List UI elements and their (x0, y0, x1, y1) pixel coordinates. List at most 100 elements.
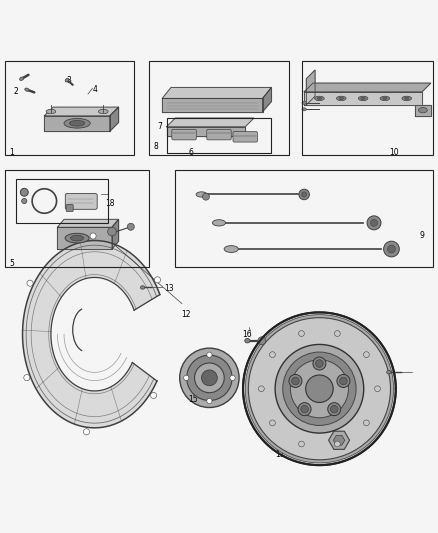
Ellipse shape (383, 98, 387, 100)
Text: 8: 8 (153, 142, 158, 151)
Ellipse shape (141, 286, 145, 289)
Circle shape (275, 344, 364, 433)
Circle shape (388, 245, 396, 253)
Ellipse shape (46, 109, 56, 114)
Bar (5, 61, 134, 155)
Polygon shape (44, 116, 110, 131)
Circle shape (207, 398, 212, 403)
Ellipse shape (302, 108, 306, 111)
Ellipse shape (64, 118, 90, 128)
Circle shape (269, 352, 276, 358)
Circle shape (194, 363, 224, 393)
Polygon shape (112, 220, 119, 249)
Text: 2: 2 (14, 87, 18, 96)
Text: 5: 5 (9, 259, 14, 268)
Text: 7: 7 (158, 122, 162, 131)
Polygon shape (416, 105, 431, 116)
Polygon shape (110, 107, 119, 131)
Text: 11: 11 (276, 450, 285, 459)
Circle shape (269, 420, 276, 426)
Ellipse shape (387, 370, 391, 374)
Text: 14: 14 (376, 369, 385, 378)
Ellipse shape (419, 108, 427, 113)
Ellipse shape (99, 109, 108, 114)
Circle shape (230, 375, 235, 381)
Circle shape (184, 375, 189, 381)
Circle shape (202, 193, 209, 200)
Ellipse shape (196, 192, 207, 197)
Text: 1: 1 (9, 149, 14, 157)
Ellipse shape (405, 98, 409, 100)
Circle shape (290, 360, 349, 418)
FancyBboxPatch shape (207, 130, 231, 140)
Ellipse shape (358, 96, 368, 101)
Circle shape (316, 360, 323, 367)
Circle shape (90, 233, 96, 239)
Ellipse shape (402, 96, 412, 101)
Bar (16, 179, 108, 223)
Bar (175, 171, 433, 266)
Bar (302, 61, 433, 155)
Text: 9: 9 (420, 231, 424, 240)
Circle shape (108, 227, 117, 236)
Circle shape (292, 377, 299, 385)
Polygon shape (162, 87, 272, 99)
Circle shape (330, 405, 338, 413)
Circle shape (27, 280, 33, 286)
Bar (5, 171, 149, 266)
Circle shape (313, 357, 326, 370)
Circle shape (364, 420, 369, 426)
Circle shape (289, 375, 302, 387)
Text: 12: 12 (181, 310, 191, 319)
Polygon shape (304, 92, 422, 105)
Circle shape (187, 355, 232, 400)
Text: 13: 13 (164, 284, 173, 293)
FancyBboxPatch shape (172, 130, 196, 140)
Ellipse shape (25, 88, 29, 91)
Circle shape (371, 220, 378, 227)
Ellipse shape (317, 98, 321, 100)
Ellipse shape (302, 101, 306, 104)
Circle shape (283, 352, 356, 425)
Ellipse shape (336, 96, 346, 101)
Circle shape (258, 337, 266, 345)
Polygon shape (44, 107, 119, 116)
Ellipse shape (71, 235, 84, 241)
Text: 3: 3 (66, 76, 71, 85)
Polygon shape (22, 240, 160, 428)
Circle shape (301, 192, 307, 197)
Text: 10: 10 (389, 149, 399, 157)
Circle shape (384, 241, 399, 257)
Polygon shape (263, 87, 272, 111)
Circle shape (367, 216, 381, 230)
Ellipse shape (65, 233, 89, 243)
Circle shape (207, 352, 212, 357)
Polygon shape (304, 83, 431, 92)
Circle shape (337, 375, 350, 387)
Circle shape (335, 330, 340, 336)
Ellipse shape (245, 338, 250, 343)
Circle shape (364, 352, 369, 358)
Polygon shape (162, 99, 263, 111)
Circle shape (258, 386, 264, 392)
Circle shape (299, 189, 309, 200)
Polygon shape (57, 220, 119, 227)
Bar (166, 118, 272, 153)
Circle shape (374, 386, 380, 392)
Polygon shape (57, 227, 112, 249)
Text: 17: 17 (334, 445, 344, 454)
Polygon shape (166, 118, 254, 127)
FancyBboxPatch shape (233, 132, 258, 142)
Circle shape (298, 402, 311, 416)
Text: 15: 15 (188, 395, 198, 404)
Circle shape (248, 318, 391, 460)
Ellipse shape (65, 78, 69, 82)
Circle shape (20, 188, 28, 196)
Ellipse shape (361, 98, 365, 100)
Circle shape (180, 348, 239, 408)
Circle shape (243, 312, 396, 465)
Bar (149, 61, 289, 155)
Circle shape (301, 405, 308, 413)
Ellipse shape (339, 98, 343, 100)
Circle shape (201, 370, 217, 386)
